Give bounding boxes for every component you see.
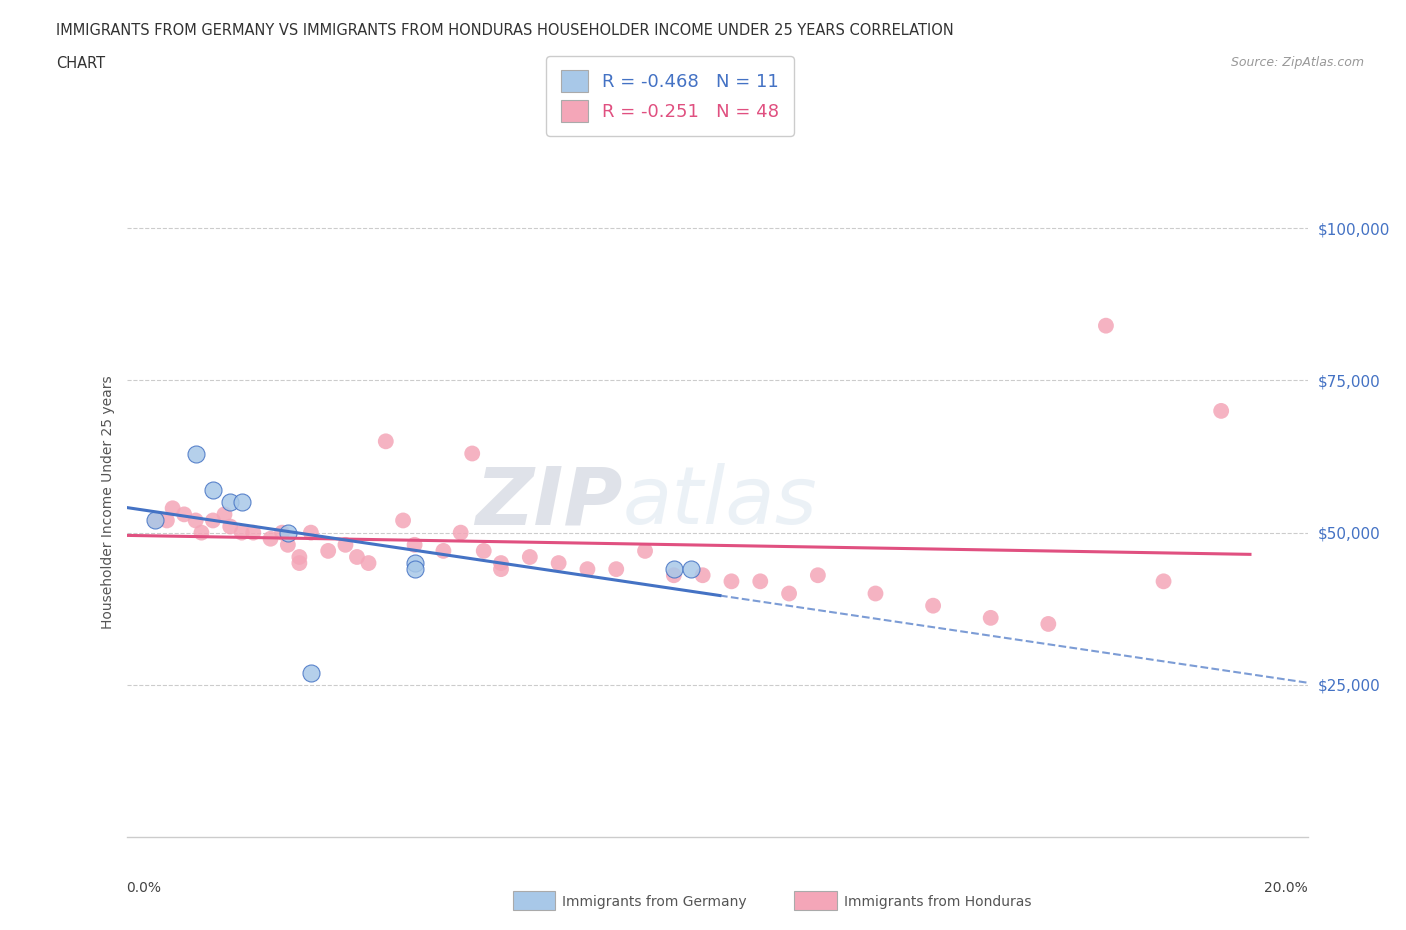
Point — [404, 555, 426, 570]
Point — [143, 513, 166, 528]
Point — [547, 555, 569, 570]
Point — [432, 543, 454, 558]
Point — [346, 550, 368, 565]
Point — [259, 531, 281, 546]
Point — [1153, 574, 1175, 589]
Point — [662, 562, 685, 577]
Point — [778, 586, 800, 601]
Point — [231, 495, 253, 510]
Text: Source: ZipAtlas.com: Source: ZipAtlas.com — [1230, 56, 1364, 69]
Text: atlas: atlas — [623, 463, 817, 541]
Point — [184, 446, 207, 461]
Point — [749, 574, 772, 589]
Point — [519, 550, 541, 565]
Point — [1095, 318, 1118, 333]
Point — [392, 513, 415, 528]
Point — [277, 538, 299, 552]
Point — [489, 555, 512, 570]
Point — [807, 568, 830, 583]
Point — [865, 586, 887, 601]
Y-axis label: Householder Income Under 25 years: Householder Income Under 25 years — [101, 376, 115, 629]
Point — [489, 562, 512, 577]
Legend: R = -0.468   N = 11, R = -0.251   N = 48: R = -0.468 N = 11, R = -0.251 N = 48 — [546, 56, 793, 136]
Point — [231, 525, 253, 540]
Text: IMMIGRANTS FROM GERMANY VS IMMIGRANTS FROM HONDURAS HOUSEHOLDER INCOME UNDER 25 : IMMIGRANTS FROM GERMANY VS IMMIGRANTS FR… — [56, 23, 955, 38]
Point — [143, 513, 166, 528]
Point — [214, 507, 236, 522]
Text: 0.0%: 0.0% — [127, 881, 162, 896]
Point — [299, 525, 322, 540]
Point — [404, 562, 426, 577]
Point — [450, 525, 472, 540]
Point — [461, 446, 484, 461]
Text: Immigrants from Germany: Immigrants from Germany — [562, 895, 747, 910]
Point — [634, 543, 657, 558]
Point — [288, 550, 311, 565]
Point — [173, 507, 195, 522]
Point — [922, 598, 945, 613]
Point — [404, 538, 426, 552]
Point — [357, 555, 380, 570]
Point — [271, 525, 294, 540]
Text: Immigrants from Honduras: Immigrants from Honduras — [844, 895, 1031, 910]
Point — [277, 525, 299, 540]
Point — [720, 574, 742, 589]
Point — [190, 525, 212, 540]
Point — [316, 543, 339, 558]
Text: ZIP: ZIP — [475, 463, 623, 541]
Point — [681, 562, 703, 577]
Point — [472, 543, 495, 558]
Point — [156, 513, 179, 528]
Point — [162, 501, 184, 516]
Point — [219, 519, 242, 534]
Point — [201, 483, 224, 498]
Point — [219, 495, 242, 510]
Point — [288, 555, 311, 570]
Point — [576, 562, 599, 577]
Point — [662, 568, 685, 583]
Point — [184, 513, 207, 528]
Point — [299, 665, 322, 680]
Point — [1038, 617, 1060, 631]
Point — [1211, 404, 1233, 418]
Text: CHART: CHART — [56, 56, 105, 71]
Text: 20.0%: 20.0% — [1264, 881, 1308, 896]
Point — [242, 525, 264, 540]
Point — [980, 610, 1002, 625]
Point — [201, 513, 224, 528]
Point — [605, 562, 627, 577]
Point — [335, 538, 357, 552]
Point — [374, 434, 396, 449]
Point — [692, 568, 714, 583]
